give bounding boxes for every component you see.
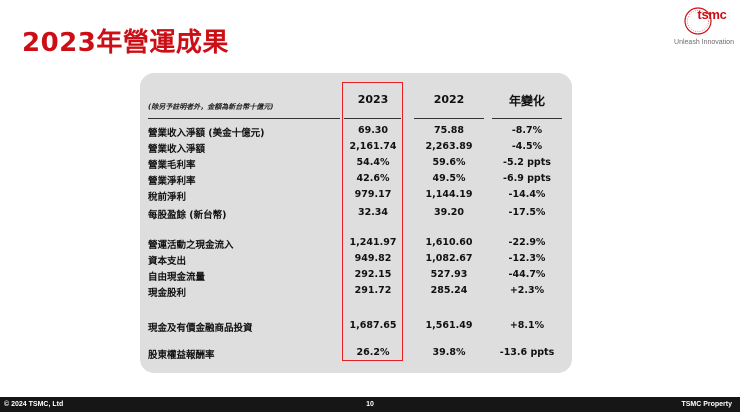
row-label: 資本支出 xyxy=(148,256,187,267)
value-2022: 1,561.49 xyxy=(425,320,473,331)
unit-note: (除另予註明者外，金額為新台幣十億元) xyxy=(148,103,274,111)
value-2023: 291.72 xyxy=(354,285,392,296)
row-label: 現金及有價金融商品投資 xyxy=(148,323,253,334)
row-label: 營業淨利率 xyxy=(148,176,196,187)
header-divider xyxy=(414,118,484,119)
value-2022: 1,144.19 xyxy=(425,189,473,200)
results-panel xyxy=(140,73,572,373)
value-2023: 979.17 xyxy=(354,189,392,200)
table-row: 現金股利 291.72 285.24 +2.3% xyxy=(0,285,740,301)
value-2023: 1,687.65 xyxy=(349,320,397,331)
row-label: 每股盈餘 (新台幣) xyxy=(148,210,227,221)
footer-bar: © 2024 TSMC, Ltd 10 TSMC Property xyxy=(0,397,740,412)
row-label: 自由現金流量 xyxy=(148,272,206,283)
row-label: 營業毛利率 xyxy=(148,160,196,171)
value-yoy: -12.3% xyxy=(508,253,546,264)
table-row: 稅前淨利 979.17 1,144.19 -14.4% xyxy=(0,189,740,205)
value-yoy: +2.3% xyxy=(509,285,545,296)
value-yoy: -44.7% xyxy=(508,269,546,280)
value-2022: 285.24 xyxy=(430,285,468,296)
table-row: 自由現金流量 292.15 527.93 -44.7% xyxy=(0,269,740,285)
row-label: 營運活動之現金流入 xyxy=(148,240,234,251)
table-row: 營業淨利率 42.6% 49.5% -6.9 ppts xyxy=(0,173,740,189)
row-label: 現金股利 xyxy=(148,288,187,299)
column-header-2023: 2023 xyxy=(357,93,389,106)
header-divider xyxy=(148,118,340,119)
row-label: 股東權益報酬率 xyxy=(148,350,215,361)
tagline: Unleash Innovation xyxy=(674,39,734,46)
table-row: 現金及有價金融商品投資 1,687.65 1,561.49 +8.1% xyxy=(0,320,740,336)
row-label: 營業收入淨額 (美金十億元) xyxy=(148,128,265,139)
value-2022: 49.5% xyxy=(432,173,466,184)
value-yoy: -8.7% xyxy=(511,125,543,136)
property-text: TSMC Property xyxy=(681,401,732,408)
logo-text: tsmc xyxy=(697,7,727,22)
copyright-text: © 2024 TSMC, Ltd xyxy=(4,401,64,408)
value-2023: 949.82 xyxy=(354,253,392,264)
value-2023: 1,241.97 xyxy=(349,237,397,248)
table-row: 營業收入淨額 (美金十億元) 69.30 75.88 -8.7% xyxy=(0,125,740,141)
column-header-yoy: 年變化 xyxy=(508,94,545,108)
header-divider xyxy=(344,118,401,119)
table-row: 股東權益報酬率 26.2% 39.8% -13.6 ppts xyxy=(0,347,740,363)
value-yoy: -14.4% xyxy=(508,189,546,200)
value-2023: 54.4% xyxy=(356,157,390,168)
value-yoy: -17.5% xyxy=(508,207,546,218)
value-2022: 2,263.89 xyxy=(425,141,473,152)
value-2022: 1,610.60 xyxy=(425,237,473,248)
table-row: 資本支出 949.82 1,082.67 -12.3% xyxy=(0,253,740,269)
tsmc-logo-icon xyxy=(684,7,712,35)
value-2023: 42.6% xyxy=(356,173,390,184)
value-2022: 39.8% xyxy=(432,347,466,358)
page-number: 10 xyxy=(366,401,374,408)
table-row: 營業毛利率 54.4% 59.6% -5.2 ppts xyxy=(0,157,740,173)
value-yoy: -13.6 ppts xyxy=(499,347,555,358)
column-header-2022: 2022 xyxy=(433,93,465,106)
page-title: 2023年營運成果 xyxy=(22,28,229,58)
value-2022: 527.93 xyxy=(430,269,468,280)
table-row: 營業收入淨額 2,161.74 2,263.89 -4.5% xyxy=(0,141,740,157)
value-yoy: -5.2 ppts xyxy=(503,157,551,168)
value-2023: 2,161.74 xyxy=(349,141,397,152)
value-2023: 292.15 xyxy=(354,269,392,280)
highlight-2023-column xyxy=(342,82,403,361)
value-yoy: -6.9 ppts xyxy=(503,173,551,184)
row-label: 稅前淨利 xyxy=(148,192,187,203)
value-yoy: +8.1% xyxy=(509,320,545,331)
value-2023: 26.2% xyxy=(356,347,390,358)
value-yoy: -4.5% xyxy=(511,141,543,152)
value-2022: 39.20 xyxy=(433,207,465,218)
value-2023: 32.34 xyxy=(357,207,389,218)
value-2022: 75.88 xyxy=(433,125,465,136)
value-2022: 1,082.67 xyxy=(425,253,473,264)
table-row: 營運活動之現金流入 1,241.97 1,610.60 -22.9% xyxy=(0,237,740,253)
value-2022: 59.6% xyxy=(432,157,466,168)
value-yoy: -22.9% xyxy=(508,237,546,248)
value-2023: 69.30 xyxy=(357,125,389,136)
table-row: 每股盈餘 (新台幣) 32.34 39.20 -17.5% xyxy=(0,207,740,223)
row-label: 營業收入淨額 xyxy=(148,144,206,155)
header-divider xyxy=(492,118,562,119)
